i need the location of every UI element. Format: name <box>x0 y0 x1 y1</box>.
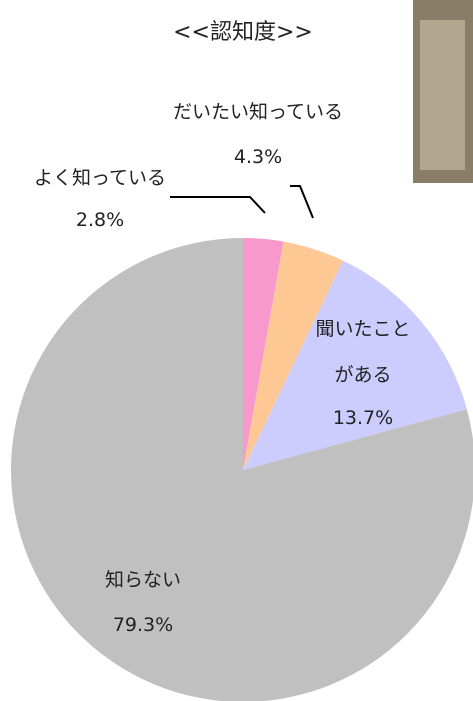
value-label: 79.3% <box>112 614 174 636</box>
value-label: 13.7% <box>332 407 394 429</box>
chart-title: <<認知度>> <box>173 20 313 45</box>
leader-line <box>170 196 266 214</box>
pie-slice <box>243 238 284 470</box>
leader-line <box>290 185 314 219</box>
pie-slice <box>11 238 473 701</box>
value-label: 2.8% <box>75 209 125 231</box>
value-label: 4.3% <box>233 146 283 168</box>
slice-label: 聞いたことがある <box>315 318 411 386</box>
slice-label: 知らない <box>104 569 182 591</box>
pie-slice <box>243 241 344 470</box>
slice-label: だいたい知っている <box>172 101 344 123</box>
pie-slice <box>243 260 467 470</box>
photo-detail <box>420 20 465 170</box>
slice-label: よく知っている <box>33 167 167 189</box>
